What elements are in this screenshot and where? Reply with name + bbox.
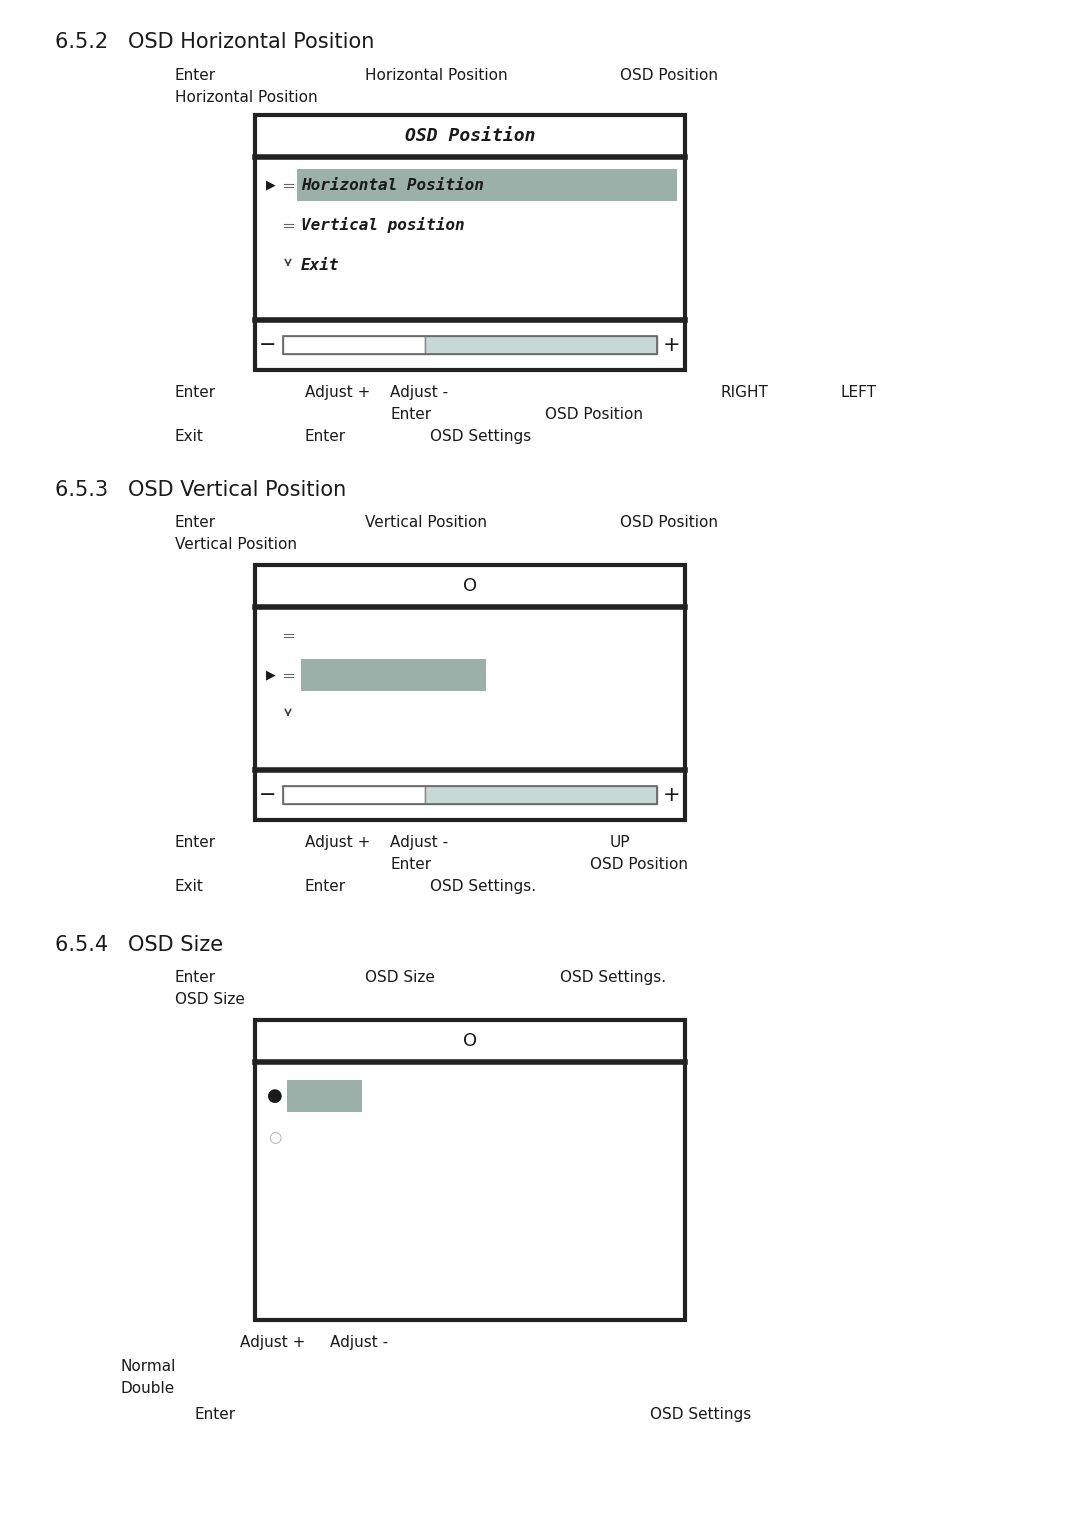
Text: Horizontal Position: Horizontal Position bbox=[175, 90, 318, 105]
Text: Enter: Enter bbox=[305, 879, 346, 894]
Bar bbox=[283, 336, 426, 354]
Text: Adjust +: Adjust + bbox=[305, 385, 370, 400]
Bar bbox=[283, 785, 426, 804]
Bar bbox=[282, 179, 295, 191]
Text: −: − bbox=[259, 785, 276, 805]
Text: +: + bbox=[663, 335, 680, 354]
Text: Adjust +: Adjust + bbox=[240, 1335, 306, 1351]
Text: O: O bbox=[463, 578, 477, 594]
Text: OSD Position: OSD Position bbox=[405, 127, 536, 145]
Text: ○: ○ bbox=[268, 1131, 282, 1146]
Text: Enter: Enter bbox=[175, 69, 216, 83]
Bar bbox=[297, 170, 677, 202]
Text: 6.5.3   OSD Vertical Position: 6.5.3 OSD Vertical Position bbox=[55, 480, 347, 500]
Text: OSD Size: OSD Size bbox=[175, 992, 245, 1007]
Text: Adjust -: Adjust - bbox=[390, 385, 448, 400]
Text: OSD Settings: OSD Settings bbox=[650, 1407, 752, 1423]
Bar bbox=[282, 628, 295, 642]
Bar bbox=[287, 1080, 362, 1112]
Bar bbox=[283, 336, 657, 354]
Text: OSD Position: OSD Position bbox=[620, 69, 718, 83]
Bar bbox=[426, 785, 657, 804]
Bar bbox=[282, 669, 295, 681]
Text: Enter: Enter bbox=[175, 970, 216, 986]
Text: Enter: Enter bbox=[195, 1407, 237, 1423]
Text: Exit: Exit bbox=[301, 258, 339, 272]
Bar bbox=[282, 258, 295, 272]
Text: OSD Position: OSD Position bbox=[545, 406, 643, 422]
Text: Vertical Position: Vertical Position bbox=[175, 536, 297, 552]
Bar bbox=[282, 219, 295, 232]
Text: −: − bbox=[259, 335, 276, 354]
Text: Enter: Enter bbox=[390, 406, 431, 422]
Text: OSD Settings.: OSD Settings. bbox=[561, 970, 666, 986]
Text: +: + bbox=[663, 785, 680, 805]
Text: ●: ● bbox=[267, 1086, 283, 1105]
Text: ▶: ▶ bbox=[266, 669, 275, 681]
Text: Enter: Enter bbox=[305, 429, 346, 445]
Text: Normal: Normal bbox=[120, 1358, 175, 1374]
Text: Adjust +: Adjust + bbox=[305, 834, 370, 850]
Text: Adjust -: Adjust - bbox=[390, 834, 448, 850]
Text: Horizontal Position: Horizontal Position bbox=[301, 177, 484, 193]
Text: Enter: Enter bbox=[175, 834, 216, 850]
Text: Double: Double bbox=[120, 1381, 174, 1397]
Text: OSD Position: OSD Position bbox=[590, 857, 688, 872]
Bar bbox=[255, 1021, 685, 1320]
Bar bbox=[282, 709, 295, 721]
Text: Enter: Enter bbox=[175, 515, 216, 530]
Text: Enter: Enter bbox=[175, 385, 216, 400]
Text: UP: UP bbox=[610, 834, 631, 850]
Text: 6.5.4   OSD Size: 6.5.4 OSD Size bbox=[55, 935, 224, 955]
Bar bbox=[255, 565, 685, 821]
Bar bbox=[283, 785, 657, 804]
Text: OSD Size: OSD Size bbox=[365, 970, 435, 986]
Text: Vertical Position: Vertical Position bbox=[365, 515, 487, 530]
Text: OSD Settings: OSD Settings bbox=[430, 429, 531, 445]
Text: OSD Position: OSD Position bbox=[620, 515, 718, 530]
Text: OSD Settings.: OSD Settings. bbox=[430, 879, 536, 894]
Text: Vertical position: Vertical position bbox=[301, 217, 464, 232]
Text: Exit: Exit bbox=[175, 429, 204, 445]
Bar bbox=[301, 659, 486, 691]
Text: Exit: Exit bbox=[175, 879, 204, 894]
Text: RIGHT: RIGHT bbox=[720, 385, 768, 400]
Text: ▶: ▶ bbox=[266, 179, 275, 191]
Bar bbox=[255, 115, 685, 370]
Text: O: O bbox=[463, 1031, 477, 1050]
Text: 6.5.2   OSD Horizontal Position: 6.5.2 OSD Horizontal Position bbox=[55, 32, 375, 52]
Text: Enter: Enter bbox=[390, 857, 431, 872]
Bar bbox=[426, 336, 657, 354]
Text: Horizontal Position: Horizontal Position bbox=[365, 69, 508, 83]
Text: Adjust -: Adjust - bbox=[330, 1335, 388, 1351]
Text: LEFT: LEFT bbox=[840, 385, 876, 400]
